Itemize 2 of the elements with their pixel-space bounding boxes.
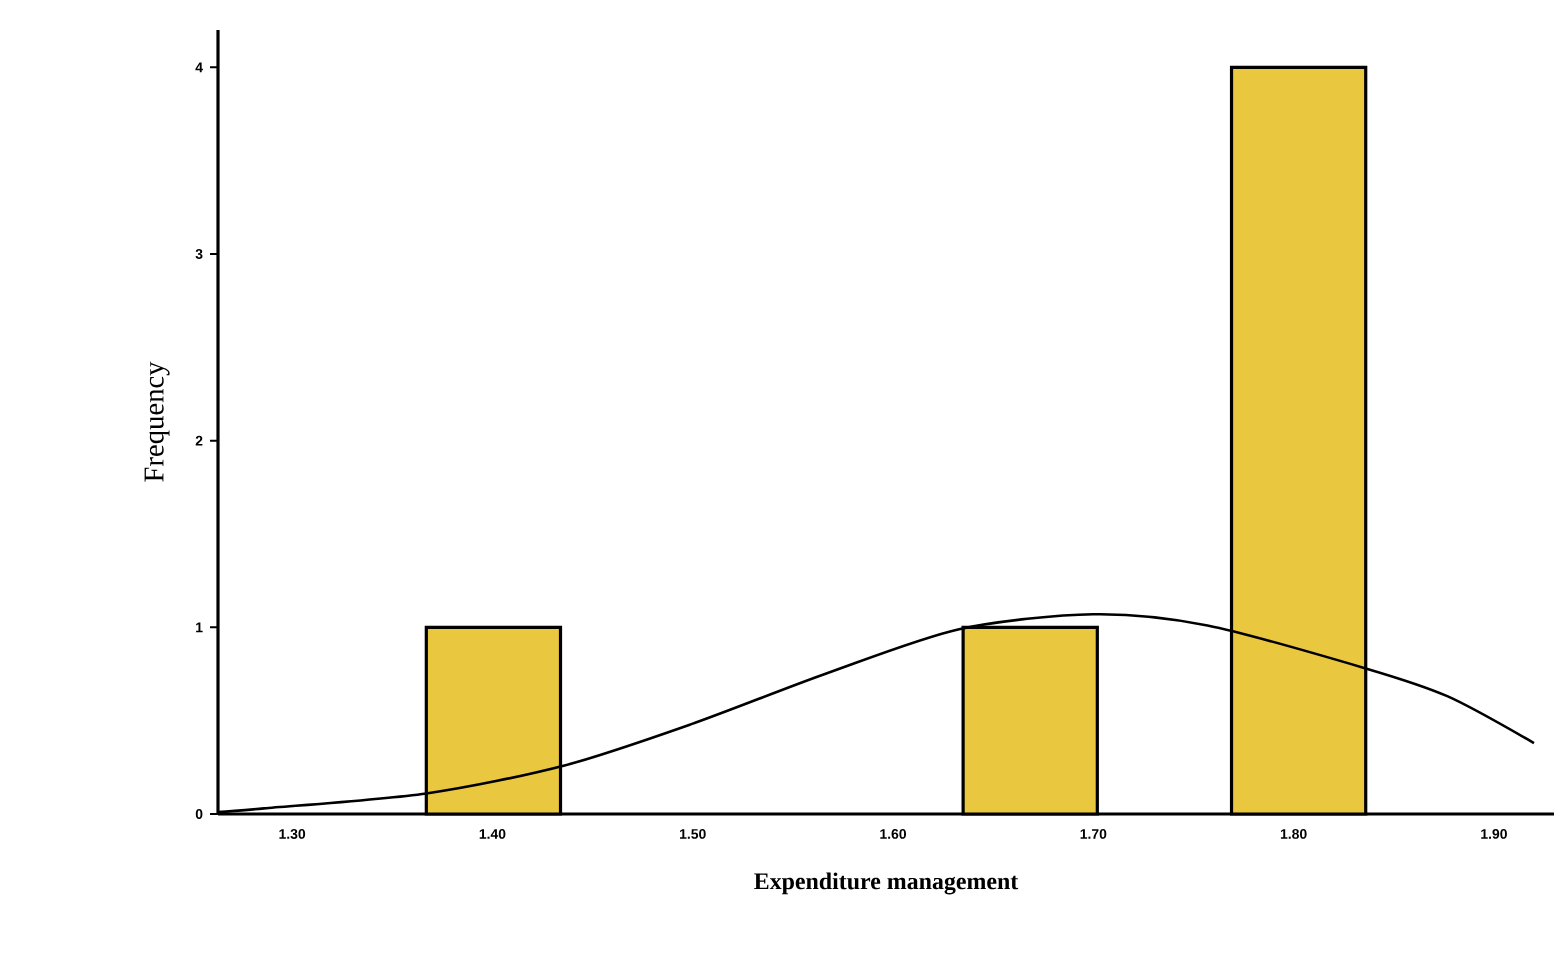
x-axis-title: Expenditure management <box>754 872 1019 895</box>
y-axis-title: Frequency <box>144 361 170 482</box>
